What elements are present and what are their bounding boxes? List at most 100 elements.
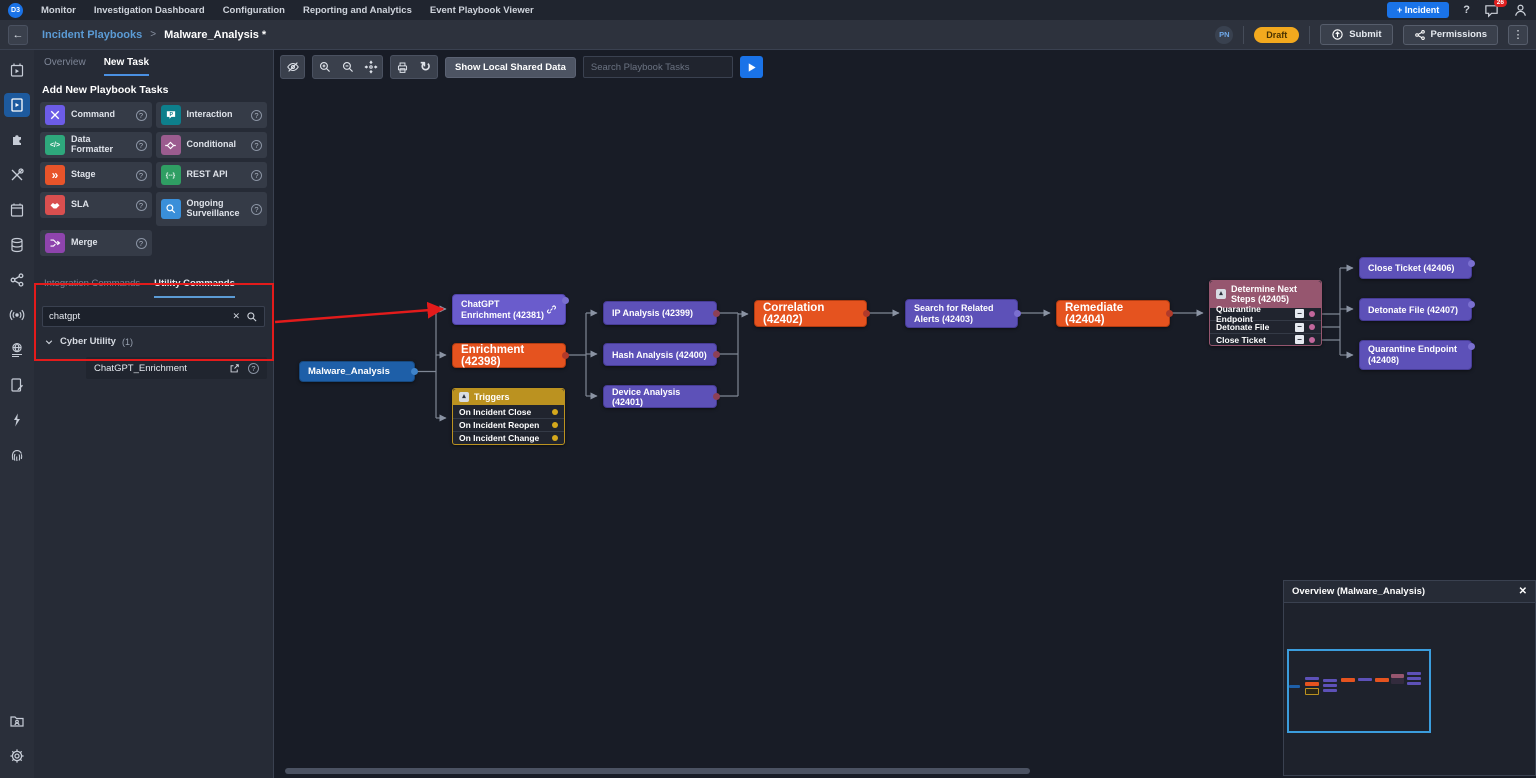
task-stage-button[interactable]: » Stage ? [40,162,152,188]
playbook-task-search-input[interactable] [590,61,723,73]
event-playbook-icon[interactable] [4,58,30,82]
report-edit-icon[interactable] [4,373,30,397]
playbook-canvas[interactable]: ↻ Show Local Shared Data [274,50,1536,778]
notifications-icon[interactable]: 26 [1484,0,1507,18]
task-interaction-button[interactable]: P Interaction ? [155,102,267,128]
output-port[interactable] [1014,310,1021,317]
settings-gear-icon[interactable] [4,744,30,768]
output-port[interactable] [1309,310,1315,317]
show-local-shared-data-button[interactable]: Show Local Shared Data [445,56,576,78]
help-icon[interactable]: ? [135,139,147,151]
output-port[interactable] [562,297,569,304]
close-icon[interactable]: ✕ [1518,586,1527,597]
node-chatgpt-enrichment[interactable]: ChatGPT Enrichment (42381) [452,294,569,325]
trigger-row[interactable]: On Incident Close [453,405,564,418]
output-port[interactable] [713,309,720,317]
back-button[interactable]: ← [8,24,28,45]
help-icon[interactable]: ? [1463,4,1470,16]
task-rest-api-button[interactable]: {--} REST API ? [155,162,267,188]
output-port[interactable] [411,368,418,375]
trigger-row[interactable]: On Incident Change [453,431,564,444]
node-search-related-alerts[interactable]: Search for Related Alerts (42403) [905,299,1021,328]
trigger-row[interactable]: On Incident Reopen [453,418,564,431]
help-icon[interactable]: ? [135,237,147,249]
submit-button[interactable]: Submit [1320,24,1393,45]
output-port[interactable] [1468,260,1475,267]
fingerprint-icon[interactable] [4,443,30,467]
print-icon[interactable] [391,56,414,78]
task-data-formatter-button[interactable]: </> Data Formatter ? [40,132,152,158]
node-triggers[interactable]: ▴ Triggers On Incident Close On Incident … [452,388,565,446]
node-determine-next-steps[interactable]: ▴ Determine Next Steps (42405) Quarantine… [1209,280,1322,347]
tab-utility-commands[interactable]: Utility Commands [154,278,235,298]
output-port[interactable] [1166,310,1173,317]
help-icon[interactable]: ? [248,362,259,374]
output-port[interactable] [863,310,870,317]
calendar-icon[interactable] [4,198,30,222]
node-remediate[interactable]: Remediate (42404) [1056,300,1173,327]
help-icon[interactable]: ? [251,169,262,181]
tab-overview[interactable]: Overview [44,57,86,68]
output-port[interactable] [552,435,558,442]
database-icon[interactable] [4,233,30,257]
user-folder-icon[interactable] [4,709,30,733]
node-detonate-file[interactable]: Detonate File (42407) [1359,298,1475,321]
zoom-in-icon[interactable] [313,56,336,78]
signal-icon[interactable] [4,303,30,327]
task-command-button[interactable]: Command ? [40,102,152,128]
node-correlation[interactable]: Correlation (42402) [754,300,870,327]
node-ip-analysis[interactable]: IP Analysis (42399) [603,301,720,325]
tools-icon[interactable] [4,163,30,187]
decision-row[interactable]: Quarantine Endpoint − [1210,304,1321,324]
node-device-analysis[interactable]: Device Analysis (42401) [603,385,720,408]
output-port[interactable] [1309,336,1315,343]
task-merge-button[interactable]: Merge ? [40,230,152,256]
integrations-puzzle-icon[interactable] [4,128,30,152]
nav-reporting-analytics[interactable]: Reporting and Analytics [302,4,412,16]
command-search-input[interactable] [49,311,227,322]
output-port[interactable] [552,422,558,429]
command-chatgpt-enrichment[interactable]: ChatGPT_Enrichment ? [86,357,267,379]
help-icon[interactable]: ? [135,109,147,121]
remove-icon[interactable]: − [1295,335,1304,345]
output-port[interactable] [1468,301,1475,308]
help-icon[interactable]: ? [135,169,147,181]
task-conditional-button[interactable]: Conditional ? [155,132,267,158]
d3-logo[interactable]: D3 [8,2,23,18]
task-ongoing-surveillance-button[interactable]: Ongoing Surveillance ? [155,192,267,226]
help-icon[interactable]: ? [251,139,262,151]
node-hash-analysis[interactable]: Hash Analysis (42400) [603,343,720,366]
globe-report-icon[interactable] [4,338,30,362]
nav-event-playbook-viewer[interactable]: Event Playbook Viewer [429,4,534,16]
output-port[interactable] [1468,343,1475,350]
output-port[interactable] [552,408,558,415]
user-icon[interactable] [1513,3,1528,18]
nav-investigation-dashboard[interactable]: Investigation Dashboard [93,4,205,16]
node-malware-analysis[interactable]: Malware_Analysis [299,361,418,382]
help-icon[interactable]: ? [135,199,147,211]
minimap-viewport[interactable] [1287,649,1431,733]
output-port[interactable] [713,351,720,358]
fit-to-screen-icon[interactable] [359,56,382,78]
search-icon[interactable] [246,311,258,323]
tab-integration-commands[interactable]: Integration Commands [44,278,141,289]
help-icon[interactable]: ? [251,203,262,215]
node-enrichment[interactable]: Enrichment (42398) [452,343,569,368]
add-incident-button[interactable]: + Incident [1387,2,1450,18]
collapse-icon[interactable]: ▴ [1216,289,1226,300]
external-link-icon[interactable] [229,363,240,374]
hide-preview-icon[interactable] [281,56,304,78]
decision-row[interactable]: Close Ticket − [1210,332,1321,346]
remove-icon[interactable]: − [1295,309,1304,319]
tab-new-task[interactable]: New Task [103,57,150,76]
workflow-share-icon[interactable] [4,268,30,292]
zoom-out-icon[interactable] [336,56,359,78]
nav-configuration[interactable]: Configuration [222,4,285,16]
output-port[interactable] [1309,324,1315,331]
permissions-button[interactable]: Permissions [1402,24,1498,45]
help-icon[interactable]: ? [251,109,262,121]
clear-search-icon[interactable]: ✕ [232,311,240,321]
output-port[interactable] [713,393,720,400]
remove-icon[interactable]: − [1295,322,1304,332]
more-options-button[interactable]: ⋮ [1508,24,1528,45]
